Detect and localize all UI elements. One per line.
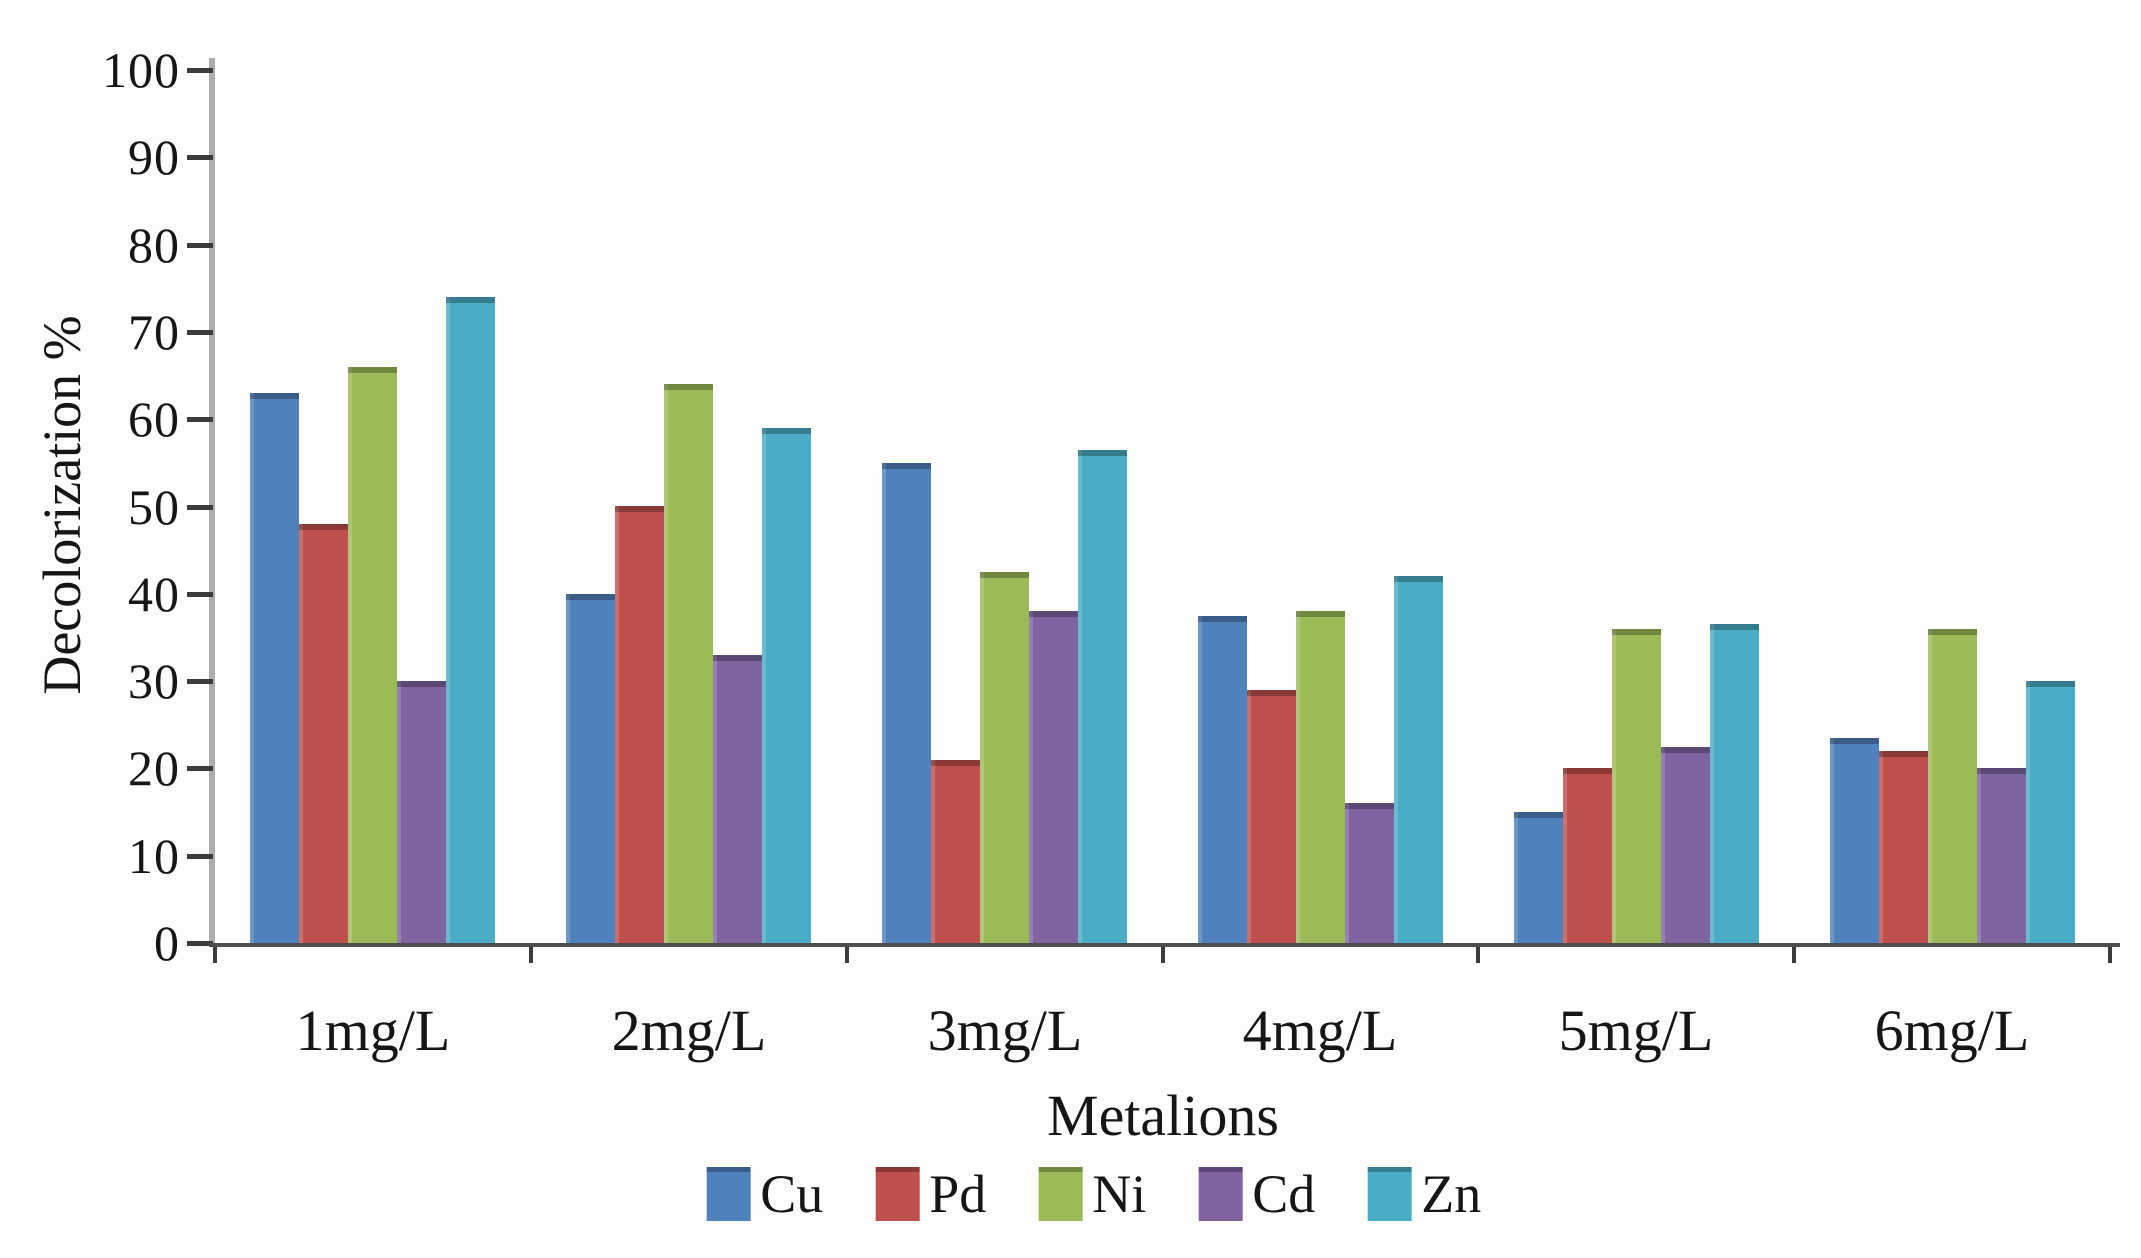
bar-cu-1mg-l xyxy=(250,393,299,943)
x-tick-mark xyxy=(529,947,533,963)
bar-pd-5mg-l xyxy=(1563,768,1612,943)
x-tick-mark xyxy=(845,947,849,963)
x-category-label-3mg-l: 3mg/L xyxy=(927,998,1083,1063)
y-tick-label: 10 xyxy=(128,828,180,884)
y-tick-mark xyxy=(187,592,213,597)
y-tick-mark xyxy=(187,505,213,510)
bar-cu-5mg-l xyxy=(1514,812,1563,943)
x-category-label-5mg-l: 5mg/L xyxy=(1558,998,1714,1063)
y-tick-mark xyxy=(187,417,213,422)
y-tick-label: 100 xyxy=(102,42,180,98)
legend-swatch-zn-icon xyxy=(1367,1167,1412,1221)
bar-zn-4mg-l xyxy=(1394,576,1443,943)
y-tick-label: 40 xyxy=(128,566,180,622)
bar-ni-4mg-l xyxy=(1296,611,1345,943)
y-tick-label: 60 xyxy=(128,391,180,447)
legend-item-cu: Cu xyxy=(706,1165,823,1223)
x-category-label-1mg-l: 1mg/L xyxy=(295,998,451,1063)
y-tick-mark xyxy=(187,68,213,73)
legend-swatch-pd-icon xyxy=(875,1167,920,1221)
bar-zn-2mg-l xyxy=(762,428,811,943)
x-category-label-2mg-l: 2mg/L xyxy=(611,998,767,1063)
legend-swatch-cu-icon xyxy=(706,1167,751,1221)
y-tick-mark xyxy=(187,679,213,684)
bar-zn-5mg-l xyxy=(1710,624,1759,943)
y-tick-mark xyxy=(187,243,213,248)
bar-ni-6mg-l xyxy=(1928,629,1977,943)
bar-ni-1mg-l xyxy=(348,367,397,943)
legend-swatch-cd-icon xyxy=(1198,1167,1243,1221)
bar-pd-3mg-l xyxy=(931,760,980,943)
x-axis-title: Metalions xyxy=(1047,1083,1279,1148)
bar-cu-2mg-l xyxy=(566,594,615,943)
bar-cd-2mg-l xyxy=(713,655,762,943)
x-tick-mark xyxy=(2108,947,2112,963)
bar-cd-5mg-l xyxy=(1661,747,1710,943)
bar-ni-5mg-l xyxy=(1612,629,1661,943)
x-axis-line xyxy=(209,943,2120,947)
bar-cd-1mg-l xyxy=(397,681,446,943)
x-category-label-6mg-l: 6mg/L xyxy=(1874,998,2030,1063)
y-tick-label: 70 xyxy=(128,304,180,360)
y-tick-mark xyxy=(187,766,213,771)
bar-pd-6mg-l xyxy=(1879,751,1928,943)
bar-ni-2mg-l xyxy=(664,384,713,943)
legend-label-ni: Ni xyxy=(1092,1164,1147,1224)
y-tick-label: 30 xyxy=(128,653,180,709)
legend-item-ni: Ni xyxy=(1038,1165,1146,1223)
y-tick-label: 20 xyxy=(128,740,180,796)
legend-label-cu: Cu xyxy=(760,1164,824,1224)
x-tick-mark xyxy=(1161,947,1165,963)
y-axis-line xyxy=(209,58,215,947)
bar-cd-6mg-l xyxy=(1977,768,2026,943)
y-tick-mark xyxy=(187,854,213,859)
bar-cu-6mg-l xyxy=(1830,738,1879,943)
legend-label-zn: Zn xyxy=(1421,1164,1482,1224)
y-tick-mark xyxy=(187,941,213,946)
bar-pd-1mg-l xyxy=(299,524,348,943)
bar-cd-3mg-l xyxy=(1029,611,1078,943)
bar-pd-4mg-l xyxy=(1247,690,1296,943)
bar-zn-6mg-l xyxy=(2026,681,2075,943)
x-tick-mark xyxy=(213,947,217,963)
x-tick-mark xyxy=(1792,947,1796,963)
bar-cu-3mg-l xyxy=(882,463,931,943)
legend-swatch-ni-icon xyxy=(1038,1167,1083,1221)
legend-item-zn: Zn xyxy=(1367,1165,1481,1223)
legend: Cu Pd Ni Cd Zn xyxy=(706,1165,1481,1223)
x-tick-mark xyxy=(1476,947,1480,963)
legend-item-pd: Pd xyxy=(875,1165,986,1223)
y-tick-mark xyxy=(187,330,213,335)
y-tick-mark xyxy=(187,155,213,160)
legend-item-cd: Cd xyxy=(1198,1165,1315,1223)
y-tick-label: 50 xyxy=(128,479,180,535)
y-tick-label: 90 xyxy=(128,129,180,185)
bar-pd-2mg-l xyxy=(615,506,664,943)
y-tick-label: 0 xyxy=(154,915,180,971)
bar-zn-3mg-l xyxy=(1078,450,1127,943)
x-category-label-4mg-l: 4mg/L xyxy=(1242,998,1398,1063)
y-tick-label: 80 xyxy=(128,217,180,273)
bar-zn-1mg-l xyxy=(446,297,495,943)
legend-label-cd: Cd xyxy=(1252,1164,1316,1224)
legend-label-pd: Pd xyxy=(929,1164,987,1224)
bar-cd-4mg-l xyxy=(1345,803,1394,943)
bar-cu-4mg-l xyxy=(1198,616,1247,943)
bar-ni-3mg-l xyxy=(980,572,1029,943)
